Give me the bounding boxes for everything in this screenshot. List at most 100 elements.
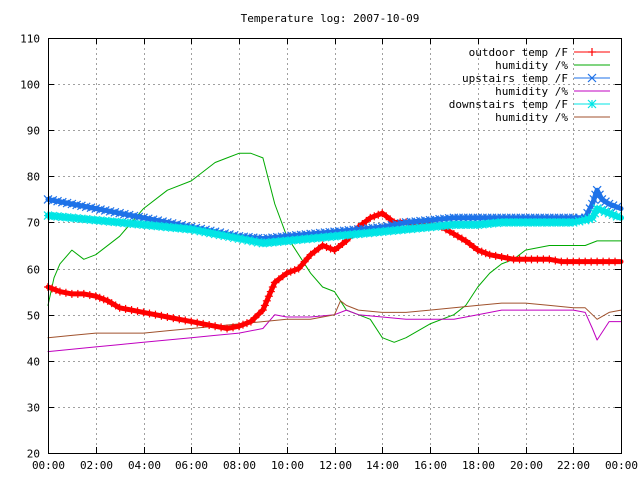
series-point-0: [282, 269, 291, 278]
series-point-0: [611, 257, 620, 266]
series-point-0: [370, 212, 379, 221]
series-layer: [43, 152, 624, 353]
grid: [48, 38, 621, 453]
y-tick-label: 40: [27, 356, 40, 369]
series-point-0: [121, 304, 130, 313]
series-point-0: [250, 313, 259, 322]
series-point-0: [91, 292, 100, 301]
series-point-4: [229, 233, 239, 243]
series-point-0: [242, 319, 251, 328]
x-tick-label: 20:00: [510, 459, 543, 472]
series-point-0: [157, 311, 166, 320]
x-tick-label: 16:00: [414, 459, 447, 472]
series-point-0: [262, 296, 271, 305]
x-tick-label: 22:00: [557, 459, 590, 472]
series-point-0: [85, 291, 94, 300]
series-point-0: [223, 324, 232, 333]
series-point-0: [205, 321, 214, 330]
x-tick-label: 18:00: [462, 459, 495, 472]
series-point-0: [235, 322, 243, 331]
series-point-0: [477, 247, 486, 256]
series-point-0: [266, 287, 275, 296]
series-point-0: [79, 289, 88, 298]
y-tick-label: 100: [20, 79, 40, 92]
series-point-0: [268, 283, 277, 291]
series-point-0: [95, 293, 104, 302]
y-tick-label: 50: [27, 310, 40, 323]
series-point-4: [205, 228, 215, 238]
series-point-0: [485, 250, 494, 259]
series-point-0: [254, 309, 263, 318]
series-point-0: [322, 243, 331, 252]
series-point-0: [503, 254, 512, 263]
series-point-0: [163, 312, 172, 321]
series-point-2: [589, 194, 599, 204]
legend-label: humidity /%: [495, 111, 568, 124]
series-point-0: [61, 288, 70, 297]
series-point-4: [239, 235, 249, 244]
y-tick-label: 30: [27, 402, 40, 415]
legend-label: upstairs temp /F: [462, 72, 568, 85]
series-line-5: [47, 300, 622, 339]
y-tick-label: 110: [20, 33, 40, 46]
y-tick-label: 60: [27, 264, 40, 277]
series-point-0: [151, 310, 160, 319]
x-tick-label: 02:00: [80, 459, 113, 472]
series-point-4: [210, 229, 220, 239]
series-point-0: [115, 303, 124, 312]
series-point-0: [286, 267, 295, 276]
y-tick-label: 80: [27, 171, 40, 184]
legend-marker: [587, 99, 597, 109]
series-point-0: [246, 317, 255, 326]
series-point-0: [127, 306, 136, 315]
legend-label: humidity /%: [495, 59, 568, 72]
series-point-0: [497, 253, 506, 262]
y-tick-label: 20: [27, 448, 40, 461]
series-point-0: [326, 244, 335, 253]
series-point-0: [473, 246, 482, 255]
series-point-0: [199, 319, 208, 328]
series-point-0: [51, 286, 60, 295]
series-point-0: [217, 323, 226, 332]
series-point-0: [491, 251, 500, 260]
series-point-0: [55, 287, 64, 296]
y-tick-label: 70: [27, 217, 40, 230]
legend-label: downstairs temp /F: [449, 98, 568, 111]
series-point-0: [181, 316, 190, 325]
series-point-0: [374, 210, 383, 219]
legend-label: humidity /%: [495, 85, 568, 98]
series-point-0: [99, 295, 108, 304]
legend-marker: [587, 73, 597, 83]
series-point-0: [47, 284, 56, 293]
series-point-2: [595, 190, 604, 200]
x-tick-label: 08:00: [223, 459, 256, 472]
series-point-0: [545, 255, 554, 264]
series-point-0: [229, 323, 238, 332]
x-tick-label: 00:00: [605, 459, 638, 472]
series-point-4: [612, 211, 622, 221]
series-point-0: [264, 292, 273, 301]
series-point-2: [612, 202, 622, 212]
series-point-0: [551, 256, 560, 265]
series-point-0: [193, 318, 202, 327]
x-tick-label: 10:00: [271, 459, 304, 472]
series-point-0: [211, 322, 220, 331]
series-point-0: [260, 301, 269, 310]
series-point-0: [133, 307, 142, 316]
y-tick-label: 90: [27, 125, 40, 138]
series-point-0: [169, 314, 178, 323]
x-tick-label: 12:00: [319, 459, 352, 472]
series-point-2: [592, 185, 602, 195]
series-point-0: [290, 266, 299, 275]
legend-marker: [588, 48, 596, 56]
series-point-0: [481, 249, 490, 258]
series-point-0: [139, 308, 148, 317]
series-point-4: [330, 231, 339, 241]
series-point-0: [175, 315, 184, 324]
series-line-3: [47, 309, 622, 353]
series-point-4: [182, 224, 191, 234]
x-tick-label: 14:00: [366, 459, 399, 472]
legend-label: outdoor temp /F: [469, 46, 568, 59]
series-point-0: [145, 309, 154, 318]
series-point-0: [258, 306, 267, 315]
